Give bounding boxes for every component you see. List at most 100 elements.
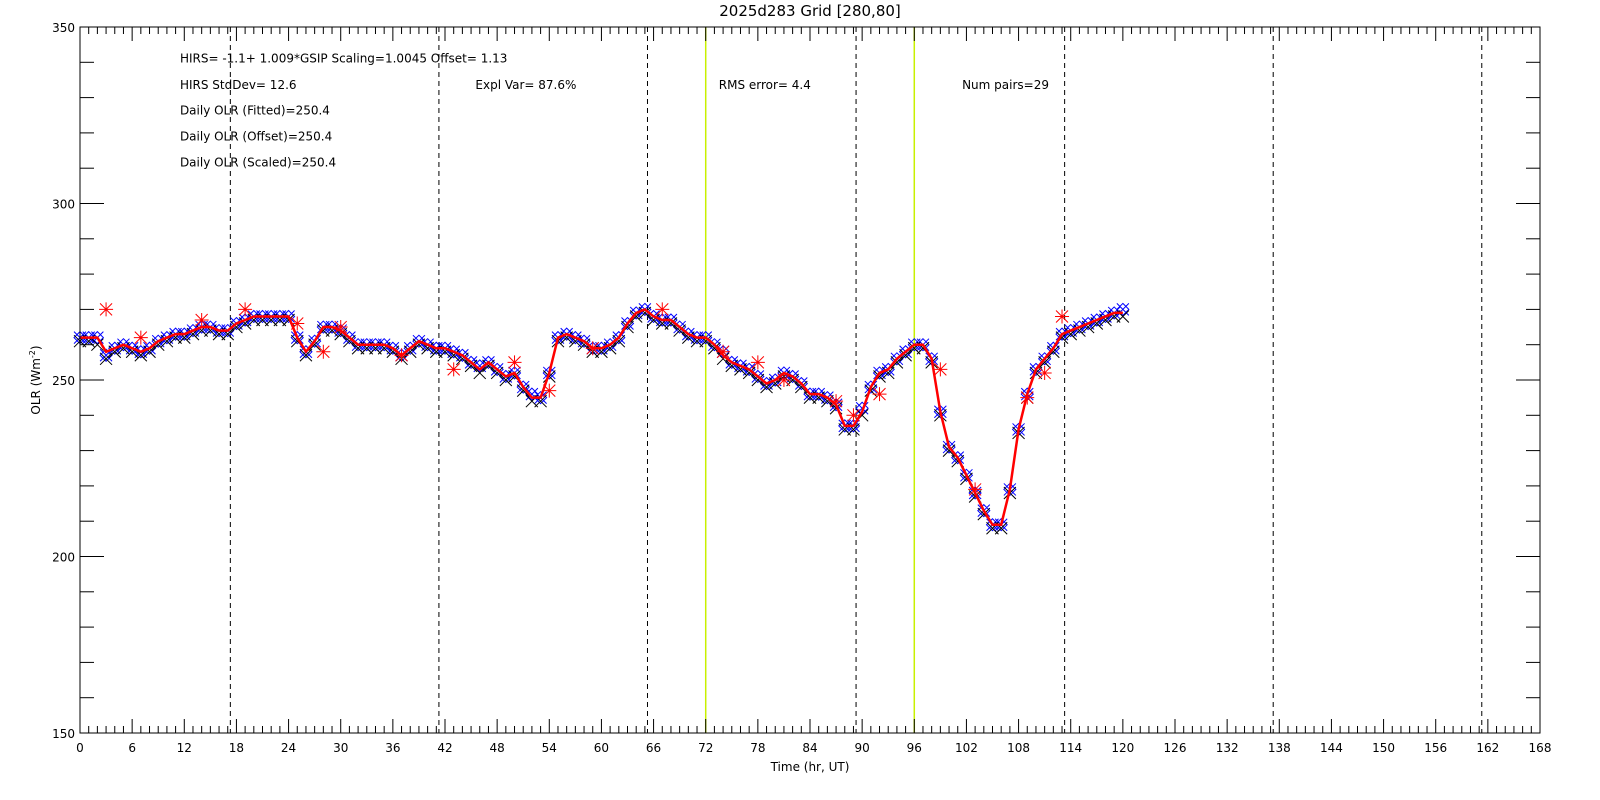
x-tick-label: 60 bbox=[594, 741, 609, 755]
x-tick-label: 120 bbox=[1111, 741, 1134, 755]
x-tick-label: 96 bbox=[907, 741, 922, 755]
asterisk-marker bbox=[829, 394, 844, 409]
x-tick-label: 138 bbox=[1268, 741, 1291, 755]
cross-marker bbox=[343, 334, 356, 348]
cross-marker bbox=[412, 338, 426, 352]
x-tick-label: 150 bbox=[1372, 741, 1395, 755]
asterisk-marker bbox=[238, 302, 253, 317]
x-tick-label: 18 bbox=[229, 741, 244, 755]
asterisk-marker bbox=[446, 362, 461, 377]
x-tick-label: 126 bbox=[1164, 741, 1187, 755]
x-tick-label: 6 bbox=[128, 741, 136, 755]
series-1 bbox=[73, 306, 1130, 535]
asterisk-marker bbox=[716, 344, 731, 359]
series-3 bbox=[80, 307, 1123, 526]
cross-marker bbox=[603, 341, 617, 355]
asterisk-marker bbox=[507, 355, 522, 370]
x-tick-label: 42 bbox=[437, 741, 452, 755]
annotation-numpairs: Num pairs=29 bbox=[962, 78, 1049, 92]
x-axis-label: Time (hr, UT) bbox=[770, 760, 850, 774]
x-tick-label: 144 bbox=[1320, 741, 1343, 755]
annotation-stddev: HIRS StdDev= 12.6 bbox=[180, 78, 297, 92]
asterisk-marker bbox=[968, 482, 983, 497]
asterisk-marker bbox=[333, 320, 348, 335]
cross-marker bbox=[516, 384, 530, 397]
x-tick-label: 162 bbox=[1476, 741, 1499, 755]
series-0 bbox=[73, 302, 1130, 532]
asterisk-marker bbox=[316, 344, 331, 359]
asterisk-marker bbox=[776, 373, 791, 387]
chart-title: 2025d283 Grid [280,80] bbox=[719, 2, 901, 20]
cross-marker bbox=[681, 331, 695, 344]
asterisk-marker bbox=[194, 312, 209, 327]
series-2 bbox=[99, 302, 1070, 497]
annotation-scaled: Daily OLR (Scaled)=250.4 bbox=[180, 155, 336, 169]
cross-marker bbox=[794, 380, 808, 394]
y-axis-label-main: OLR (Wm bbox=[29, 358, 43, 415]
x-tick-label: 90 bbox=[855, 741, 870, 755]
cross-marker bbox=[1038, 355, 1051, 369]
cross-marker bbox=[473, 366, 487, 380]
asterisk-marker bbox=[542, 383, 557, 398]
cross-marker bbox=[117, 341, 130, 355]
annotation-rms: RMS error= 4.4 bbox=[719, 78, 811, 92]
x-tick-label: 48 bbox=[490, 741, 505, 755]
annotation-fitted: Daily OLR (Fitted)=250.4 bbox=[180, 104, 330, 118]
asterisk-marker bbox=[1055, 309, 1070, 324]
asterisk-marker bbox=[133, 330, 148, 345]
annotation-offset: Daily OLR (Offset)=250.4 bbox=[180, 130, 332, 144]
y-axis-label: OLR (Wm-2) bbox=[28, 345, 43, 414]
cross-marker bbox=[725, 359, 739, 373]
asterisk-marker bbox=[872, 387, 887, 402]
asterisk-marker bbox=[750, 355, 765, 370]
cross-marker bbox=[99, 352, 113, 366]
asterisk-marker bbox=[99, 302, 114, 317]
cross-marker bbox=[647, 313, 660, 327]
x-tick-label: 0 bbox=[76, 741, 84, 755]
cross-marker bbox=[91, 338, 104, 352]
annotation-explvar: Expl Var= 87.6% bbox=[475, 78, 576, 92]
x-tick-label: 36 bbox=[385, 741, 400, 755]
x-tick-label: 156 bbox=[1424, 741, 1447, 755]
cross-marker bbox=[490, 366, 504, 380]
x-tick-label: 108 bbox=[1007, 741, 1030, 755]
y-tick-label: 150 bbox=[52, 727, 75, 741]
reference-lines bbox=[229, 27, 1483, 733]
asterisk-marker bbox=[846, 408, 861, 423]
cross-marker bbox=[638, 306, 652, 320]
x-tick-label: 78 bbox=[750, 741, 765, 755]
x-tick-label: 66 bbox=[646, 741, 661, 755]
x-tick-label: 84 bbox=[802, 741, 817, 755]
y-tick-label: 200 bbox=[52, 551, 75, 565]
cross-marker bbox=[751, 373, 765, 387]
x-tick-label: 168 bbox=[1529, 741, 1552, 755]
data-series bbox=[73, 302, 1130, 535]
y-axis-label-sup: -2 bbox=[28, 350, 37, 358]
asterisk-marker bbox=[655, 302, 670, 317]
cross-marker bbox=[942, 444, 956, 457]
cross-marker bbox=[612, 334, 626, 348]
fit-line bbox=[80, 307, 1123, 526]
x-tick-label: 12 bbox=[177, 741, 192, 755]
cross-marker bbox=[143, 345, 156, 359]
y-tick-label: 350 bbox=[52, 21, 75, 35]
cross-marker bbox=[482, 359, 495, 373]
cross-marker bbox=[560, 331, 574, 344]
cross-marker bbox=[899, 348, 912, 362]
annotations: HIRS= -1.1+ 1.009*GSIP Scaling=1.0045 Of… bbox=[180, 51, 1049, 169]
x-tick-label: 24 bbox=[281, 741, 296, 755]
x-tick-label: 114 bbox=[1059, 741, 1082, 755]
x-tick-label: 72 bbox=[698, 741, 713, 755]
axis-ticks: 0 6 12 18 24 30 36 42 48 54 60 66 72 78 84 90 96 102 108 11… bbox=[52, 21, 1551, 755]
cross-marker bbox=[299, 348, 313, 362]
asterisk-marker bbox=[933, 362, 948, 377]
cross-marker bbox=[1046, 345, 1060, 359]
cross-marker bbox=[890, 355, 904, 369]
cross-marker bbox=[673, 324, 686, 337]
cross-marker bbox=[308, 338, 321, 352]
x-tick-label: 54 bbox=[542, 741, 557, 755]
asterisk-marker bbox=[290, 316, 305, 331]
y-tick-label: 250 bbox=[52, 374, 75, 388]
annotation-fit: HIRS= -1.1+ 1.009*GSIP Scaling=1.0045 Of… bbox=[180, 51, 508, 65]
